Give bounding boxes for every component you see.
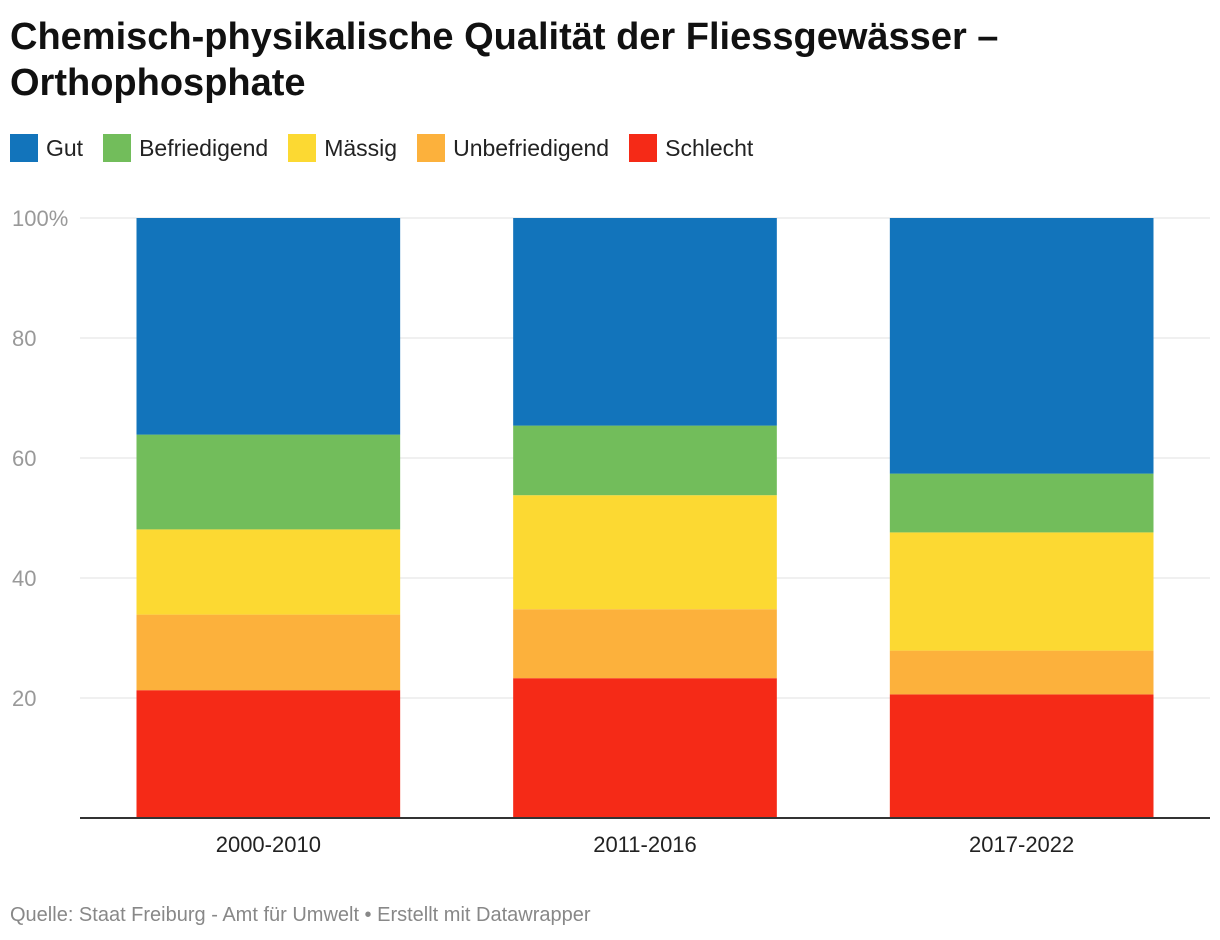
legend-item-schlecht: Schlecht — [629, 134, 753, 162]
y-tick-label: 40 — [12, 566, 36, 591]
bar-segment-schlecht — [889, 694, 1154, 818]
y-tick-label: 20 — [12, 686, 36, 711]
bar-segment-mssig — [889, 532, 1154, 651]
legend-label-gut: Gut — [46, 134, 84, 161]
y-tick-label: 60 — [12, 446, 36, 471]
stacked-bar-chart: 20 40 60 80 100% 2000-2010 2011-2016 2017-2022 — [12, 206, 1210, 857]
legend-swatch-gut — [10, 134, 38, 162]
y-tick-label: 100% — [12, 206, 68, 231]
y-tick-label: 80 — [12, 326, 36, 351]
bar-segment-gut — [136, 218, 401, 435]
source-footer: Quelle: Staat Freiburg - Amt für Umwelt … — [10, 904, 591, 926]
bar-segment-gut — [513, 218, 777, 426]
legend-swatch-befriedigend — [103, 134, 132, 162]
legend-item-unbefriedigend: Unbefriedigend — [417, 134, 609, 162]
legend-label-maessig: Mässig — [324, 134, 398, 161]
x-category-label: 2000-2010 — [216, 832, 321, 857]
legend-item-gut: Gut — [10, 134, 83, 162]
legend-swatch-schlecht — [629, 134, 658, 162]
legend-swatch-unbefriedigend — [417, 134, 446, 162]
bar-segment-mssig — [136, 529, 401, 615]
legend-item-befriedigend: Befriedigend — [103, 134, 268, 162]
bar-segment-mssig — [513, 495, 777, 610]
bar-segment-unbefriedigend — [513, 609, 777, 679]
bar-segment-schlecht — [136, 690, 401, 818]
legend-item-maessig: Mässig — [288, 134, 397, 162]
x-category-label: 2017-2022 — [969, 832, 1074, 857]
chart-title: Chemisch-physikalische Qualität der Flie… — [10, 16, 999, 104]
bar-segment-unbefriedigend — [889, 650, 1154, 695]
legend-swatch-maessig — [288, 134, 317, 162]
legend-label-unbefriedigend: Unbefriedigend — [453, 134, 610, 161]
bar-segment-befriedigend — [136, 434, 401, 530]
bar-segment-unbefriedigend — [136, 614, 401, 691]
legend: Gut Befriedigend Mässig Unbefriedigend S… — [10, 134, 773, 162]
bar-segment-befriedigend — [889, 473, 1154, 533]
x-category-label: 2011-2016 — [593, 832, 697, 857]
legend-label-schlecht: Schlecht — [665, 134, 754, 161]
bar-segment-schlecht — [513, 678, 777, 818]
bar-segment-befriedigend — [513, 425, 777, 496]
legend-label-befriedigend: Befriedigend — [139, 134, 269, 161]
bar-segment-gut — [889, 218, 1154, 474]
